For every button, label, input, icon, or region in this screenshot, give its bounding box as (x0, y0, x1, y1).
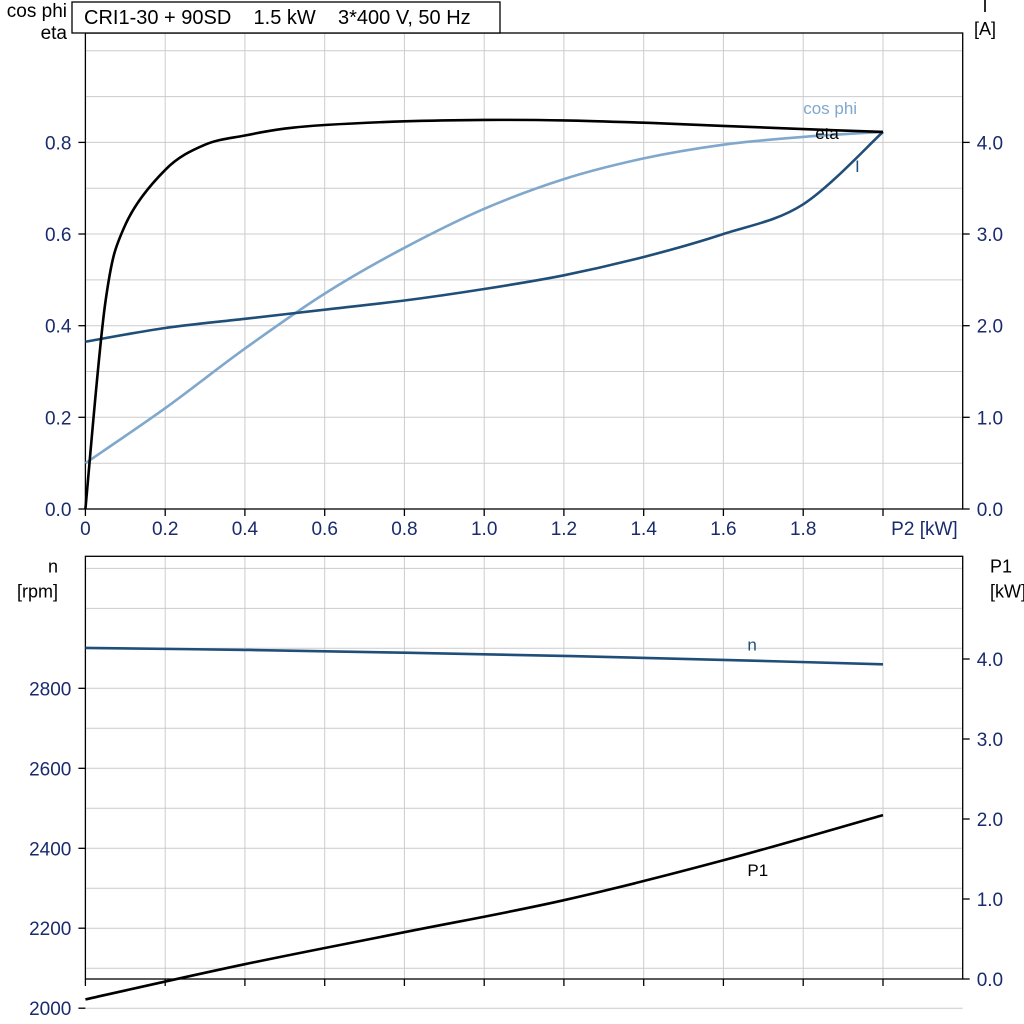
svg-text:0.4: 0.4 (45, 317, 72, 338)
svg-text:0.6: 0.6 (45, 225, 71, 246)
svg-text:4.0: 4.0 (977, 650, 1003, 671)
svg-text:1.8: 1.8 (790, 519, 816, 540)
svg-text:1.6: 1.6 (710, 519, 736, 540)
svg-text:I: I (855, 157, 860, 176)
svg-text:1.0: 1.0 (977, 890, 1003, 911)
svg-text:0.0: 0.0 (45, 500, 71, 521)
svg-text:0.4: 0.4 (232, 519, 259, 540)
svg-text:n: n (747, 635, 756, 654)
svg-text:P1: P1 (990, 556, 1012, 576)
svg-text:eta: eta (41, 23, 68, 44)
svg-text:CRI1-30 + 90SD 1.5 kW 3*: CRI1-30 + 90SD 1.5 kW 3*400 V, 50 Hz (84, 7, 471, 29)
svg-text:0.0: 0.0 (977, 970, 1003, 991)
svg-text:cos phi: cos phi (7, 1, 67, 22)
svg-text:P2 [kW]: P2 [kW] (891, 519, 958, 540)
svg-text:0.8: 0.8 (391, 519, 417, 540)
svg-text:2200: 2200 (29, 919, 71, 940)
svg-text:4.0: 4.0 (977, 133, 1003, 154)
svg-text:0.6: 0.6 (311, 519, 337, 540)
svg-text:2.0: 2.0 (977, 317, 1003, 338)
svg-text:1.4: 1.4 (630, 519, 657, 540)
svg-text:n: n (48, 556, 58, 576)
svg-text:eta: eta (815, 124, 839, 143)
svg-text:0.2: 0.2 (152, 519, 178, 540)
svg-text:2.0: 2.0 (977, 810, 1003, 831)
svg-text:[A]: [A] (974, 19, 996, 39)
svg-text:2000: 2000 (29, 999, 71, 1020)
svg-text:1.0: 1.0 (471, 519, 497, 540)
svg-text:[kW]: [kW] (990, 581, 1024, 601)
svg-text:0: 0 (80, 519, 91, 540)
svg-text:1.2: 1.2 (551, 519, 577, 540)
svg-text:0.8: 0.8 (45, 133, 71, 154)
svg-text:2600: 2600 (29, 759, 71, 780)
svg-text:0.0: 0.0 (977, 500, 1003, 521)
svg-text:3.0: 3.0 (977, 730, 1003, 751)
svg-text:1.0: 1.0 (977, 408, 1003, 429)
svg-text:P1: P1 (747, 861, 768, 880)
svg-text:2800: 2800 (29, 679, 71, 700)
svg-text:2400: 2400 (29, 839, 71, 860)
svg-text:I: I (982, 0, 987, 16)
svg-text:0.2: 0.2 (45, 408, 71, 429)
svg-text:cos phi: cos phi (803, 99, 857, 118)
svg-text:[rpm]: [rpm] (17, 581, 58, 601)
svg-text:3.0: 3.0 (977, 225, 1003, 246)
